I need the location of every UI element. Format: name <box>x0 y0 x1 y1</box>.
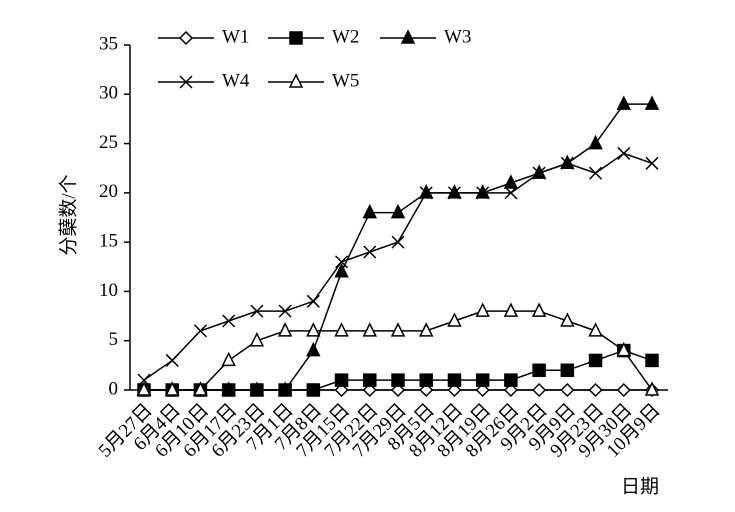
marker <box>475 373 490 387</box>
marker <box>617 146 631 160</box>
marker <box>588 322 603 337</box>
marker <box>221 351 236 367</box>
marker <box>503 302 519 317</box>
legend-label: W1 <box>222 26 249 47</box>
marker <box>419 373 433 387</box>
marker <box>475 302 490 317</box>
marker <box>532 382 547 398</box>
legend-label: W3 <box>444 26 471 47</box>
marker <box>335 255 349 269</box>
marker <box>447 186 461 200</box>
marker <box>165 381 180 396</box>
marker <box>645 156 659 170</box>
x-axis-label: 日期 <box>621 475 659 497</box>
marker <box>390 382 406 398</box>
y-tick-label: 5 <box>109 329 119 350</box>
marker <box>362 203 377 219</box>
marker <box>503 382 518 398</box>
marker <box>278 304 292 318</box>
marker <box>447 373 462 387</box>
marker <box>475 382 490 398</box>
marker <box>644 381 660 396</box>
marker <box>476 186 490 200</box>
legend-label: W5 <box>332 70 359 91</box>
marker <box>306 322 321 337</box>
marker <box>249 381 265 396</box>
marker <box>391 235 405 249</box>
marker <box>560 312 575 327</box>
marker <box>334 322 349 337</box>
marker <box>644 95 660 110</box>
marker <box>560 363 575 378</box>
y-axis-label: 分蘖数/个 <box>57 174 79 255</box>
y-tick-label: 30 <box>99 83 118 104</box>
marker <box>419 186 433 200</box>
marker <box>193 381 208 396</box>
marker <box>334 382 349 398</box>
legend-marker <box>288 73 304 88</box>
marker <box>419 382 434 398</box>
marker <box>137 373 151 387</box>
y-tick-label: 35 <box>99 33 118 54</box>
legend-marker <box>289 31 303 45</box>
marker <box>362 382 377 398</box>
marker <box>616 382 631 398</box>
legend-label: W4 <box>222 70 250 91</box>
marker <box>504 373 518 387</box>
marker <box>447 312 462 327</box>
marker <box>334 373 349 387</box>
marker <box>447 382 462 398</box>
marker <box>560 382 575 398</box>
marker <box>277 322 293 337</box>
y-tick-label: 0 <box>109 378 119 399</box>
y-tick-label: 10 <box>99 280 118 301</box>
marker <box>363 245 377 259</box>
y-tick-label: 20 <box>99 181 118 202</box>
marker <box>588 382 603 398</box>
marker <box>193 324 207 338</box>
series-line <box>143 152 653 381</box>
legend-marker <box>179 75 193 89</box>
legend-marker <box>178 30 194 46</box>
marker <box>363 373 377 387</box>
marker <box>165 353 179 367</box>
y-tick-label: 15 <box>99 231 118 252</box>
marker <box>221 381 236 396</box>
marker <box>334 263 349 278</box>
marker <box>306 341 321 357</box>
marker <box>391 373 405 387</box>
marker <box>532 166 546 180</box>
marker <box>362 322 377 337</box>
marker <box>306 294 320 308</box>
marker <box>222 314 236 328</box>
marker <box>390 203 406 219</box>
marker <box>306 383 321 397</box>
marker <box>390 322 406 337</box>
marker <box>419 322 434 337</box>
legend-label: W2 <box>332 26 359 47</box>
marker <box>560 156 574 170</box>
marker <box>136 381 152 396</box>
marker <box>532 363 546 378</box>
marker <box>504 186 518 200</box>
legend-marker <box>400 29 416 44</box>
marker <box>250 304 264 318</box>
marker <box>531 302 547 317</box>
marker <box>616 341 631 357</box>
series-line <box>144 103 652 391</box>
marker <box>589 166 603 180</box>
marker <box>277 381 293 396</box>
marker <box>503 174 519 189</box>
marker <box>588 134 603 150</box>
marker <box>616 95 631 110</box>
y-tick-label: 25 <box>99 132 118 153</box>
marker <box>249 332 265 347</box>
marker <box>588 353 603 368</box>
marker <box>645 353 659 368</box>
